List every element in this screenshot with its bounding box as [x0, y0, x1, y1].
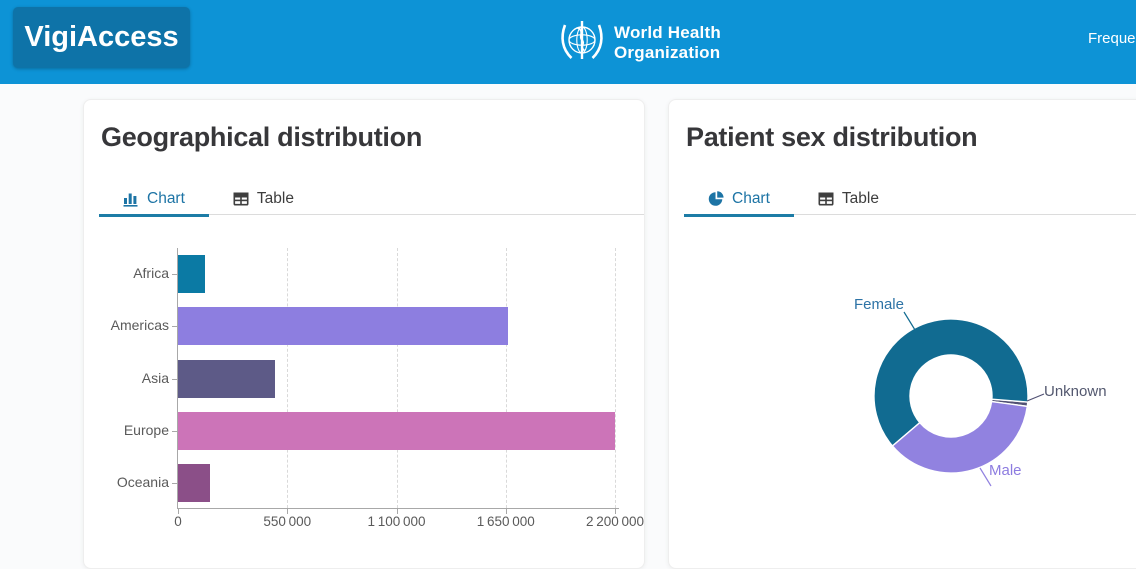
who-wordmark: World Health Organization — [614, 23, 721, 62]
who-logo-block: World Health Organization — [558, 16, 721, 69]
tab-sex-table[interactable]: Table — [794, 182, 903, 215]
leader-line-unknown — [1026, 393, 1045, 402]
bar-americas[interactable] — [178, 307, 508, 346]
who-emblem-icon — [558, 16, 606, 69]
x-axis-tick — [287, 508, 289, 514]
leader-line-male — [979, 467, 992, 487]
x-tick-label: 1 650 000 — [476, 514, 535, 529]
bar-asia[interactable] — [178, 359, 276, 398]
category-label: Americas — [110, 317, 169, 334]
y-axis-tick — [172, 274, 178, 276]
y-axis-tick — [172, 482, 178, 484]
x-axis-tick — [615, 508, 616, 514]
bar-chart-icon — [123, 191, 139, 207]
y-axis-tick — [172, 378, 178, 380]
x-axis-tick — [505, 508, 507, 514]
y-axis-tick — [172, 326, 178, 328]
x-tick-label: 0 — [174, 514, 182, 529]
bar-europe[interactable] — [178, 411, 615, 450]
sex-tabbar: Chart Table — [684, 182, 1136, 217]
tab-geo-table[interactable]: Table — [209, 182, 318, 215]
tab-sex-chart[interactable]: Chart — [684, 182, 794, 217]
category-label: Africa — [133, 265, 169, 282]
donut-label-unknown: Unknown — [1044, 383, 1107, 400]
tab-label: Chart — [732, 189, 770, 207]
gridline — [615, 248, 616, 508]
pie-chart-icon — [708, 190, 724, 207]
tab-geo-chart[interactable]: Chart — [99, 182, 209, 217]
y-axis-tick — [172, 430, 178, 432]
x-tick-label: 1 100 000 — [367, 514, 426, 529]
donut-label-male: Male — [989, 462, 1022, 479]
page-title-sex: Patient sex distribution — [686, 122, 978, 152]
category-label: Asia — [141, 369, 169, 386]
donut-slice-male[interactable] — [891, 400, 1029, 474]
gridline — [505, 248, 507, 508]
x-axis-tick — [178, 508, 179, 514]
page-title-geo: Geographical distribution — [101, 122, 423, 152]
geographical-distribution-card: Geographical distribution Chart — [83, 99, 645, 569]
gridline — [287, 248, 289, 508]
donut-label-female: Female — [853, 296, 904, 313]
table-icon — [818, 191, 834, 207]
bar-africa[interactable] — [178, 255, 205, 294]
nav-link-frequently-asked[interactable]: Freque — [1088, 30, 1136, 47]
category-label: Europe — [123, 421, 169, 438]
tab-label: Table — [841, 189, 879, 207]
tab-label: Table — [256, 189, 294, 207]
gridline — [396, 248, 398, 508]
table-icon — [233, 191, 249, 207]
tab-label: Chart — [147, 189, 185, 207]
geo-tabbar: Chart Table — [99, 182, 644, 217]
x-tick-label: 2 200 000 — [586, 514, 644, 529]
x-axis-tick — [396, 508, 398, 514]
sex-donut-chart — [873, 311, 1045, 487]
category-label: Oceania — [116, 473, 169, 490]
geo-plot: 0 550 000 1 100 000 1 650 000 2 200 000 — [172, 248, 644, 529]
patient-sex-distribution-card: Patient sex distribution Chart Table — [668, 99, 1136, 569]
vigiaccess-home-button[interactable]: VigiAccess — [13, 7, 190, 68]
leader-line-female — [903, 311, 924, 344]
x-tick-label: 550 000 — [263, 514, 312, 529]
bar-oceania[interactable] — [178, 463, 210, 502]
top-header-bar: VigiAccess World Health Organization Fre… — [0, 0, 1136, 84]
donut-slice-female[interactable] — [873, 318, 1029, 447]
